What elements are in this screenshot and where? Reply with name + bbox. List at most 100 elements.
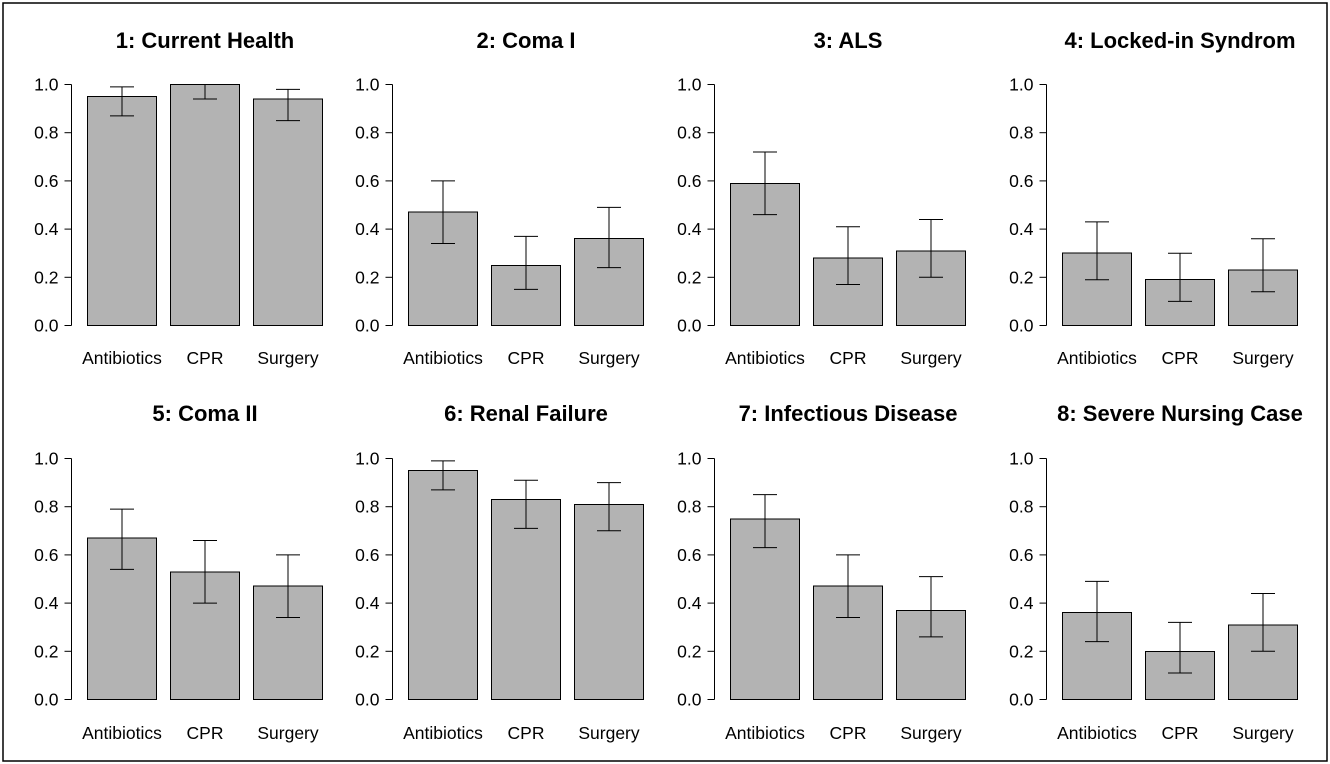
chart-title: 1: Current Health bbox=[116, 28, 294, 53]
y-tick-label: 1.0 bbox=[677, 75, 702, 95]
x-category-label: CPR bbox=[1162, 723, 1199, 743]
y-tick-label: 0.6 bbox=[677, 545, 701, 565]
y-tick-label: 0.8 bbox=[1009, 497, 1033, 517]
chart-title: 3: ALS bbox=[814, 28, 883, 53]
error-bar-cpr bbox=[1168, 621, 1192, 674]
y-tick-label: 0.0 bbox=[677, 690, 702, 710]
error-bar-cpr bbox=[193, 84, 217, 100]
bar-antibiotics bbox=[87, 96, 157, 326]
y-tick-label: 1.0 bbox=[677, 449, 702, 469]
x-category-label: CPR bbox=[830, 723, 867, 743]
error-bar-surgery bbox=[597, 482, 621, 532]
x-category-label: CPR bbox=[508, 348, 545, 368]
error-bar-cpr bbox=[514, 479, 538, 529]
y-tick-label: 1.0 bbox=[355, 75, 380, 95]
y-tick-label: 0.2 bbox=[677, 267, 701, 287]
y-tick-label: 0.8 bbox=[355, 497, 379, 517]
error-bar-cpr bbox=[836, 554, 860, 619]
y-tick-label: 0.0 bbox=[1009, 316, 1034, 336]
chart-panel-2: 2: Coma I 0.0 0.2 0.4 0.6 0.8 1.0 Antibiotics CP… bbox=[355, 28, 644, 368]
y-tick-label: 0.6 bbox=[355, 171, 379, 191]
x-category-label: Surgery bbox=[257, 348, 319, 368]
y-tick-label: 1.0 bbox=[1009, 449, 1034, 469]
x-category-label: Antibiotics bbox=[725, 348, 805, 368]
error-bar-cpr bbox=[836, 226, 860, 286]
x-category-label: Antibiotics bbox=[403, 723, 483, 743]
chart-panel-7: 7: Infectious Disease 0.0 0.2 0.4 0.6 0.8 1.0 A… bbox=[677, 401, 966, 743]
y-tick-label: 0.4 bbox=[1009, 219, 1034, 239]
error-bar-cpr bbox=[1168, 252, 1192, 302]
x-category-label: Antibiotics bbox=[82, 723, 162, 743]
y-tick-label: 0.0 bbox=[355, 690, 380, 710]
y-tick-label: 1.0 bbox=[34, 75, 59, 95]
y-tick-label: 0.4 bbox=[355, 593, 380, 613]
y-tick-label: 0.4 bbox=[677, 219, 702, 239]
bar-cpr bbox=[491, 498, 561, 700]
y-tick-label: 0.4 bbox=[34, 219, 59, 239]
x-category-label: Antibiotics bbox=[403, 348, 483, 368]
bar-surgery bbox=[574, 503, 644, 701]
y-tick-label: 0.6 bbox=[34, 545, 58, 565]
error-bar-surgery bbox=[597, 206, 621, 269]
x-category-label: CPR bbox=[1162, 348, 1199, 368]
error-bar-antibiotics bbox=[431, 180, 455, 245]
bar-cpr bbox=[170, 84, 240, 326]
error-bar-surgery bbox=[1251, 238, 1275, 293]
chart-panel-5: 5: Coma II 0.0 0.2 0.4 0.6 0.8 1.0 Antibiotics C… bbox=[34, 401, 323, 743]
y-tick-label: 0.8 bbox=[1009, 123, 1033, 143]
error-bar-surgery bbox=[276, 88, 300, 122]
error-bar-cpr bbox=[193, 539, 217, 604]
y-tick-label: 0.8 bbox=[34, 123, 58, 143]
y-tick-label: 0.8 bbox=[677, 497, 701, 517]
y-tick-label: 0.8 bbox=[677, 123, 701, 143]
y-tick-label: 0.2 bbox=[355, 267, 379, 287]
x-category-label: Antibiotics bbox=[1057, 723, 1137, 743]
y-tick-label: 0.4 bbox=[1009, 593, 1034, 613]
y-tick-label: 1.0 bbox=[355, 449, 380, 469]
y-tick-label: 0.2 bbox=[677, 641, 701, 661]
x-category-label: CPR bbox=[508, 723, 545, 743]
error-bar-surgery bbox=[276, 554, 300, 619]
error-bar-antibiotics bbox=[110, 508, 134, 570]
y-tick-label: 0.4 bbox=[355, 219, 380, 239]
chart-title: 7: Infectious Disease bbox=[739, 401, 958, 426]
y-tick-label: 0.6 bbox=[1009, 545, 1033, 565]
x-category-label: Surgery bbox=[257, 723, 319, 743]
x-category-label: CPR bbox=[187, 723, 224, 743]
chart-panel-6: 6: Renal Failure 0.0 0.2 0.4 0.6 0.8 1.0 Antibi… bbox=[355, 401, 644, 743]
y-tick-label: 0.6 bbox=[1009, 171, 1033, 191]
error-bar-antibiotics bbox=[110, 86, 134, 117]
chart-panel-4: 4: Locked-in Syndrom 0.0 0.2 0.4 0.6 0.8 1.0 An… bbox=[1009, 28, 1298, 368]
y-tick-label: 0.2 bbox=[355, 641, 379, 661]
error-bar-surgery bbox=[1251, 592, 1275, 652]
y-tick-label: 0.2 bbox=[1009, 267, 1033, 287]
chart-panel-1: 1: Current Health 0.0 0.2 0.4 0.6 0.8 1.0 Antib… bbox=[34, 28, 323, 368]
y-tick-label: 0.6 bbox=[677, 171, 701, 191]
chart-panel-3: 3: ALS 0.0 0.2 0.4 0.6 0.8 1.0 Antibiotics CPR Su… bbox=[677, 28, 966, 368]
chart-panel-8: 8: Severe Nursing Case 0.0 0.2 0.4 0.6 0.8 1.0… bbox=[1009, 401, 1303, 743]
y-tick-label: 1.0 bbox=[1009, 75, 1034, 95]
error-bar-cpr bbox=[514, 235, 538, 290]
error-bar-surgery bbox=[919, 576, 943, 638]
chart-title: 4: Locked-in Syndrom bbox=[1064, 28, 1295, 53]
y-tick-label: 0.2 bbox=[1009, 641, 1033, 661]
y-tick-label: 0.0 bbox=[1009, 690, 1034, 710]
x-category-label: Antibiotics bbox=[82, 348, 162, 368]
y-tick-label: 0.6 bbox=[355, 545, 379, 565]
x-category-label: Surgery bbox=[578, 348, 640, 368]
y-tick-label: 0.2 bbox=[34, 641, 58, 661]
x-category-label: Surgery bbox=[1232, 723, 1294, 743]
x-category-label: CPR bbox=[830, 348, 867, 368]
error-bar-surgery bbox=[919, 218, 943, 278]
chart-title: 6: Renal Failure bbox=[444, 401, 608, 426]
y-tick-label: 0.0 bbox=[34, 316, 59, 336]
error-bar-antibiotics bbox=[431, 460, 455, 491]
error-bar-antibiotics bbox=[753, 151, 777, 216]
y-tick-label: 0.8 bbox=[355, 123, 379, 143]
x-category-label: Antibiotics bbox=[725, 723, 805, 743]
x-category-label: Surgery bbox=[578, 723, 640, 743]
error-bar-antibiotics bbox=[1085, 580, 1109, 643]
x-category-label: Surgery bbox=[900, 723, 962, 743]
